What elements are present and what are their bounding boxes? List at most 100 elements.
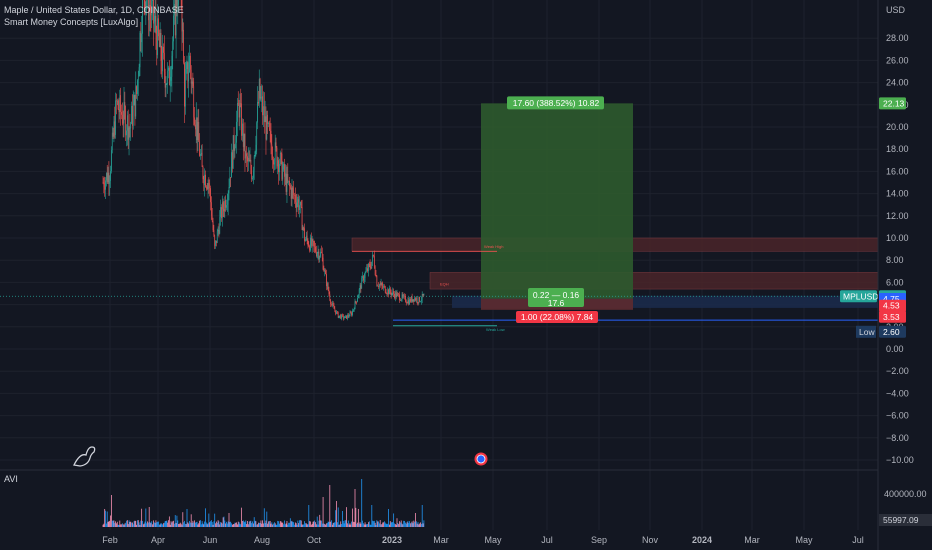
candle-body (156, 33, 158, 56)
candle-body (197, 122, 199, 140)
chart-legend: Maple / United States Dollar, 1D, COINBA… (4, 4, 184, 28)
candle-body (401, 294, 403, 300)
event-flag-icon[interactable] (474, 452, 488, 466)
candle-body (389, 288, 391, 293)
volume-bar (339, 524, 341, 527)
volume-bar (378, 523, 380, 527)
candle-body (419, 296, 421, 302)
volume-bar (118, 524, 120, 527)
candle-body (423, 293, 425, 296)
entry-price-tag-text: 4.75 (883, 294, 900, 304)
candle-body (342, 315, 344, 319)
volume-bar (142, 520, 143, 527)
time-axis[interactable]: Feb Apr Jun Aug Oct 2023 Mar May Jul Sep Nov 2024 Ma… (102, 535, 864, 545)
candle-body (151, 0, 153, 16)
y-tick-label: −2.00 (886, 366, 909, 376)
volume-bar (194, 520, 195, 527)
candle-body (252, 177, 253, 179)
candle-body (363, 277, 365, 281)
volume-bar (246, 524, 248, 527)
volume-bar (396, 518, 398, 527)
volume-bar (112, 520, 114, 527)
candle-body (407, 300, 409, 304)
indicator-title[interactable]: Smart Money Concepts [LuxAlgo] (4, 17, 139, 27)
volume-bar (373, 521, 374, 527)
volume-bar (257, 524, 258, 527)
candle-body (178, 0, 179, 6)
volume-bar (403, 520, 405, 527)
volume-bar (189, 522, 191, 527)
volume-bar (132, 522, 133, 527)
volume-bar (267, 523, 269, 527)
candle-body (330, 299, 331, 305)
candle-body (103, 182, 105, 188)
candle-body (416, 298, 418, 303)
candle-body (145, 2, 147, 11)
volume-bar (394, 524, 396, 527)
volume-bar (401, 523, 403, 527)
volume-bar (301, 524, 303, 527)
x-tick-label: Mar (433, 535, 449, 545)
candle-body (158, 36, 160, 47)
volume-bar (284, 524, 286, 527)
candle-body (415, 298, 417, 301)
volume-bar (336, 501, 337, 527)
volume-bar (255, 521, 257, 527)
candle-body (346, 315, 347, 319)
volume-bar (153, 522, 155, 527)
volume-bar (252, 521, 253, 527)
candle-body (102, 182, 104, 184)
candle-body (144, 0, 146, 11)
volume-bar (247, 524, 249, 527)
candle-body (203, 179, 205, 186)
low-price-tag-prefix: Low (859, 327, 875, 337)
volume-bar (126, 520, 127, 527)
candle-body (399, 294, 400, 301)
volume-bar (198, 523, 200, 527)
volume-bar (159, 524, 161, 527)
candle-body (217, 230, 219, 232)
candle-body (421, 299, 422, 302)
symbol-title[interactable]: Maple / United States Dollar, 1D, COINBA… (4, 5, 184, 15)
candle-body (305, 235, 307, 240)
volume-bar (394, 523, 395, 527)
candle-body (202, 166, 204, 180)
volume-bar (399, 522, 401, 527)
volume-bar (261, 523, 263, 527)
candle-body (160, 32, 162, 61)
candle-body (185, 69, 187, 79)
volume-bar (126, 520, 128, 527)
x-tick-label: Jul (541, 535, 553, 545)
candle-body (128, 127, 130, 140)
volume-bar (415, 513, 416, 527)
candle-body (207, 183, 209, 189)
candle-body (295, 194, 296, 203)
price-axis[interactable]: USD28.0026.0024.0022.0020.0018.0016.0014… (879, 5, 932, 526)
volume-bar (291, 520, 293, 527)
volume-bar (188, 523, 190, 527)
x-tick-label: Nov (642, 535, 659, 545)
volume-bar (342, 520, 344, 527)
candle-body (169, 80, 171, 85)
candle-body (168, 67, 169, 71)
volume-bar (398, 524, 400, 527)
candle-body (173, 15, 174, 42)
avi-pane-label[interactable]: AVI (4, 474, 18, 484)
target-zone[interactable] (481, 103, 633, 299)
volume-bar (418, 524, 420, 527)
volume-bar (113, 520, 115, 527)
volume-bar (140, 520, 142, 527)
candle-body (404, 295, 405, 297)
candle-body (274, 162, 275, 165)
volume-bar (179, 522, 181, 527)
volume-bar (326, 523, 327, 527)
volume-bar (363, 523, 364, 527)
y-tick-label: 20.00 (886, 122, 909, 132)
candle-body (315, 246, 316, 252)
candle-body (390, 292, 392, 295)
volume-bar (219, 524, 221, 527)
x-tick-label: Apr (151, 535, 165, 545)
volume-bar (289, 522, 290, 527)
volume-bar (349, 523, 351, 527)
